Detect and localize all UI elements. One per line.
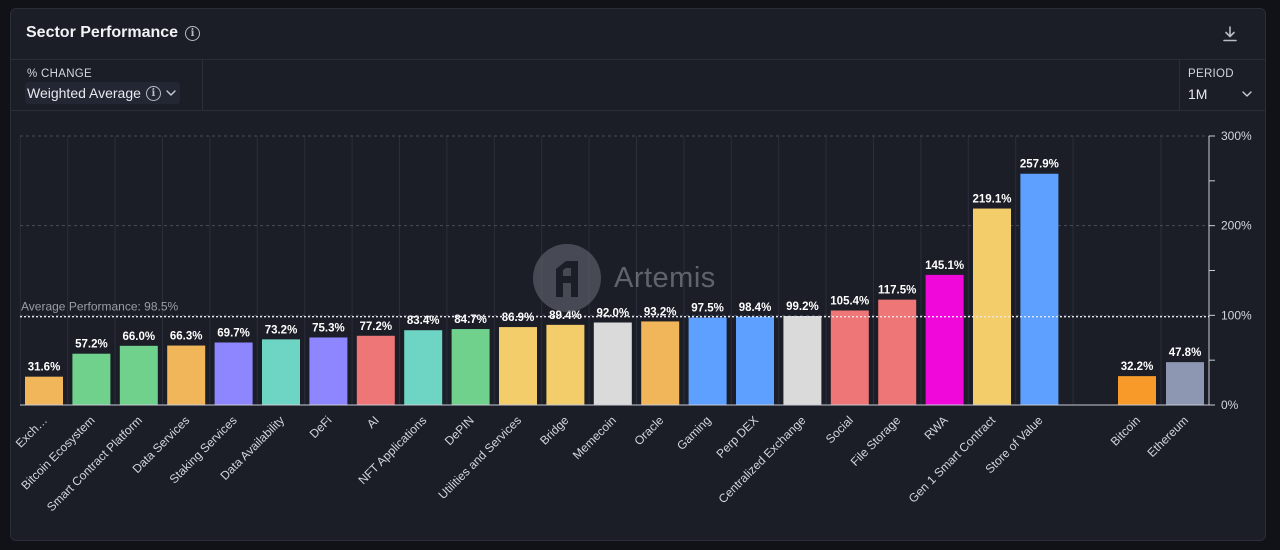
- panel-header: Sector Performance i: [11, 9, 1265, 60]
- bar: [688, 317, 727, 405]
- bar: [25, 376, 63, 405]
- category-label: Smart Contract Platform: [44, 413, 145, 514]
- title-text: Sector Performance: [26, 24, 179, 41]
- sector-performance-panel: Sector Performance i % CHANGE Weighted A…: [10, 8, 1266, 541]
- bar-value-label: 66.3%: [170, 331, 203, 343]
- bar: [1118, 376, 1156, 405]
- info-icon[interactable]: i: [185, 25, 201, 41]
- bar: [830, 310, 869, 405]
- bar-value-label: 69.7%: [217, 328, 250, 340]
- bar: [167, 345, 206, 405]
- bar: [925, 274, 964, 405]
- category-label: Utilities and Services: [435, 413, 524, 502]
- y-tick-label: 200%: [1221, 219, 1252, 233]
- category-label: Perp DEX: [713, 413, 761, 461]
- category-label: Memecoin: [570, 413, 619, 462]
- bar: [499, 327, 537, 405]
- bar: [593, 322, 632, 405]
- metric-info-icon[interactable]: i: [145, 85, 161, 101]
- y-tick-label: 0%: [1221, 398, 1239, 412]
- bar-value-label: 84.7%: [454, 314, 487, 326]
- bar: [736, 316, 774, 405]
- bar-value-label: 145.1%: [925, 260, 964, 272]
- bar-value-label: 57.2%: [75, 339, 108, 351]
- bar-value-label: 105.4%: [830, 295, 869, 307]
- average-label: Average Performance: 98.5%: [21, 300, 179, 314]
- bar-value-label: 219.1%: [972, 194, 1011, 206]
- metric-value: Weighted Average: [27, 85, 141, 101]
- period-select[interactable]: 1M: [1188, 84, 1252, 104]
- bar-value-label: 98.4%: [739, 302, 772, 314]
- bar-value-label: 73.2%: [265, 324, 298, 336]
- bar: [214, 342, 253, 405]
- bar-value-label: 83.4%: [407, 315, 440, 327]
- bar: [1020, 173, 1059, 405]
- y-tick-label: 100%: [1221, 308, 1252, 322]
- period-control: PERIOD 1M: [1179, 60, 1265, 110]
- bar: [878, 299, 917, 405]
- metric-control: % CHANGE Weighted Average i: [11, 60, 203, 110]
- bar: [356, 335, 395, 405]
- category-label: Gen 1 Smart Contract: [906, 413, 999, 506]
- watermark-text: Artemis: [614, 261, 716, 294]
- period-value: 1M: [1188, 86, 1208, 102]
- panel-title: Sector Performance i: [26, 24, 201, 42]
- bar: [546, 324, 585, 405]
- bar: [72, 353, 111, 405]
- artemis-logo: [533, 244, 601, 312]
- category-label: RWA: [921, 413, 950, 442]
- bar-value-label: 117.5%: [878, 285, 916, 297]
- bar: [119, 345, 158, 405]
- download-icon[interactable]: [1221, 25, 1239, 43]
- bar: [783, 316, 822, 405]
- bar-value-label: 99.2%: [786, 301, 819, 313]
- bar: [451, 329, 490, 405]
- bar-value-label: 66.0%: [122, 331, 155, 343]
- period-label: PERIOD: [1188, 68, 1234, 80]
- bar-value-label: 257.9%: [1020, 159, 1059, 171]
- category-label: AI: [364, 413, 382, 431]
- category-label: File Storage: [848, 413, 904, 469]
- watermark: Artemis: [532, 243, 716, 313]
- bar-value-label: 32.2%: [1121, 361, 1154, 373]
- bar-value-label: 77.2%: [359, 321, 392, 333]
- bar: [973, 208, 1011, 405]
- chevron-down-icon: [166, 90, 176, 96]
- chart-controls: % CHANGE Weighted Average i PERIOD 1M: [11, 60, 1265, 111]
- bar-value-label: 93.2%: [644, 306, 677, 318]
- bar-chart: 0%100%200%300%31.6%Exch…57.2%Bitcoin Eco…: [13, 129, 1252, 514]
- bar: [309, 337, 348, 405]
- category-label: Oracle: [631, 413, 666, 448]
- category-label: Ethereum: [1144, 413, 1191, 460]
- metric-label: % CHANGE: [27, 68, 93, 80]
- category-label: Social: [823, 413, 856, 446]
- bar-value-label: 47.8%: [1169, 347, 1202, 359]
- category-label: DePIN: [442, 413, 477, 448]
- bar: [262, 339, 300, 405]
- period-chevron-down-icon: [1242, 91, 1252, 97]
- category-label: DeFi: [307, 413, 335, 441]
- category-label: Centralized Exchange: [716, 413, 809, 506]
- category-label: Exch…: [13, 413, 50, 450]
- bar: [641, 321, 680, 405]
- bar: [404, 330, 443, 405]
- y-tick-label: 300%: [1221, 129, 1252, 143]
- metric-select[interactable]: Weighted Average i: [25, 82, 180, 104]
- bar-value-label: 97.5%: [691, 303, 724, 315]
- category-label: Bitcoin: [1108, 413, 1143, 448]
- bar-value-label: 89.4%: [549, 310, 582, 322]
- category-label: Gaming: [674, 413, 714, 453]
- bar: [1166, 362, 1204, 405]
- category-label: Bridge: [537, 413, 572, 448]
- bar-value-label: 31.6%: [28, 362, 61, 374]
- bar-value-label: 75.3%: [312, 322, 345, 334]
- bar-value-label: 86.9%: [502, 312, 535, 324]
